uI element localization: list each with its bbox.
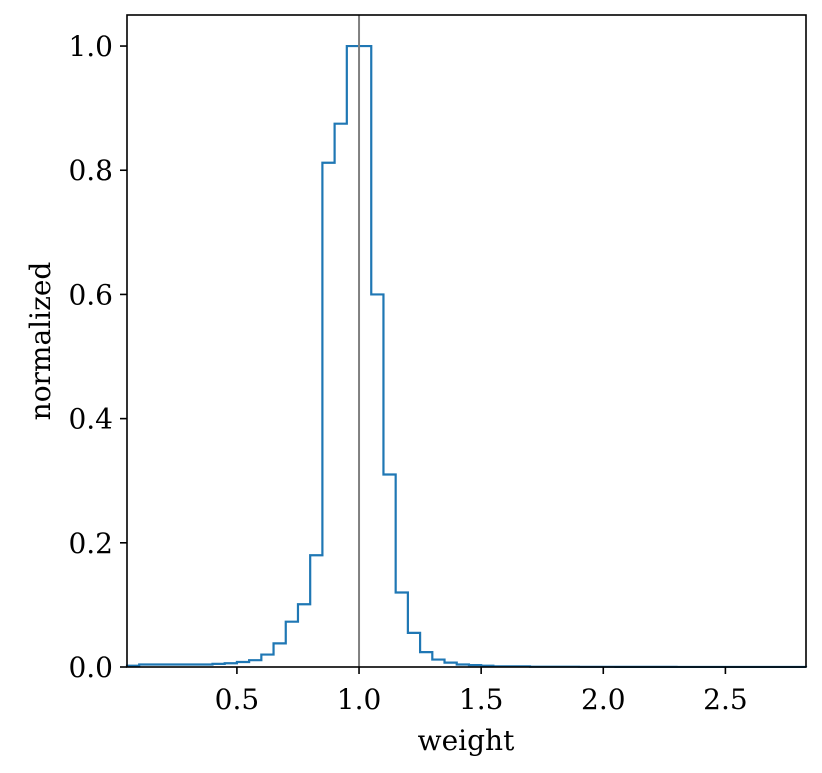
y-axis-ticks: 0.0 0.2 0.4 0.6 0.8 1.0	[68, 30, 127, 684]
x-axis-label: weight	[418, 724, 515, 757]
x-tick-label: 2.0	[581, 683, 626, 716]
y-axis-label: normalized	[24, 262, 57, 421]
x-tick-label: 2.5	[703, 683, 748, 716]
y-tick-label: 0.2	[68, 527, 113, 560]
y-tick-label: 0.4	[68, 403, 113, 436]
x-axis-ticks: 0.5 1.0 1.5 2.0 2.5	[215, 667, 748, 716]
x-tick-label: 1.5	[459, 683, 504, 716]
y-tick-label: 1.0	[68, 30, 113, 63]
y-tick-label: 0.0	[68, 651, 113, 684]
x-tick-label: 0.5	[215, 683, 260, 716]
x-tick-label: 1.0	[337, 683, 382, 716]
y-tick-label: 0.6	[68, 278, 113, 311]
plot-area	[125, 14, 808, 669]
y-tick-label: 0.8	[68, 154, 113, 187]
axes-frame	[126, 14, 807, 668]
histogram-step-line	[125, 44, 808, 669]
